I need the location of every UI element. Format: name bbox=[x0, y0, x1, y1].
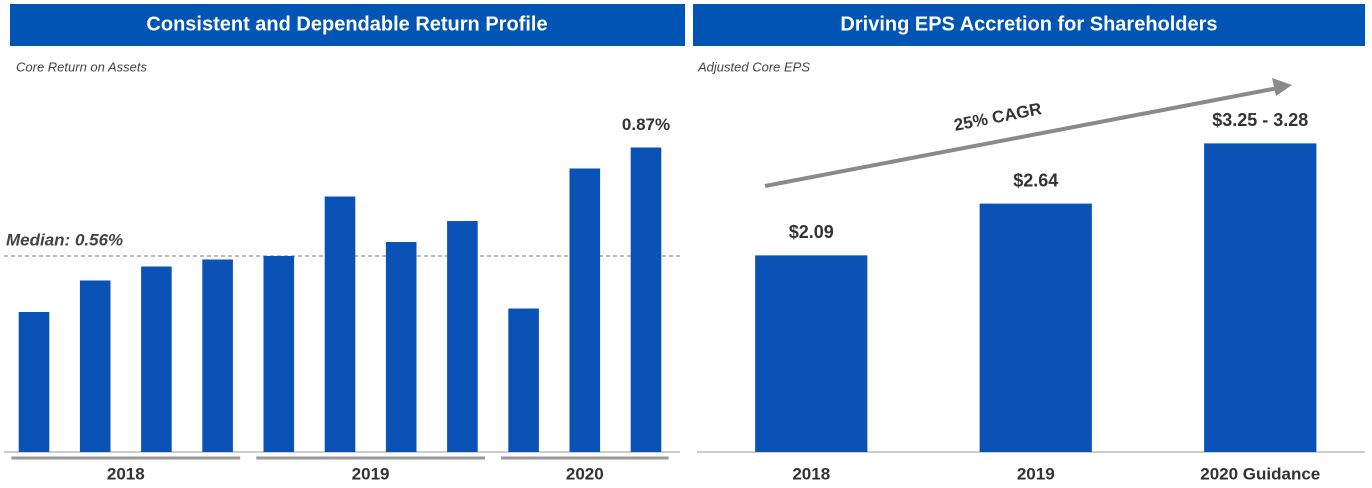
cagr-arrow bbox=[764, 86, 1279, 188]
bar bbox=[79, 280, 111, 452]
group-label: 2018 bbox=[107, 464, 145, 483]
right-title: Driving EPS Accretion for Shareholders bbox=[840, 13, 1217, 35]
x-tick-label: 2019 bbox=[1017, 464, 1055, 483]
cagr-label: 25% CAGR bbox=[952, 99, 1043, 135]
group-label: 2020 bbox=[566, 464, 604, 483]
bar bbox=[630, 147, 662, 452]
bar bbox=[385, 242, 417, 452]
bar bbox=[979, 203, 1092, 452]
bar bbox=[569, 168, 601, 452]
value-label: $2.64 bbox=[1013, 170, 1058, 190]
bar bbox=[141, 266, 172, 452]
x-tick-label: 2018 bbox=[792, 464, 830, 483]
bar bbox=[1204, 143, 1317, 453]
left-subtitle: Core Return on Assets bbox=[16, 59, 148, 74]
bar bbox=[18, 312, 50, 452]
x-tick-label: 2020 Guidance bbox=[1200, 464, 1320, 483]
bar bbox=[447, 221, 478, 452]
right-subtitle: Adjusted Core EPS bbox=[697, 59, 810, 74]
bar bbox=[263, 256, 295, 452]
left-title: Consistent and Dependable Return Profile bbox=[146, 13, 547, 35]
bar bbox=[324, 196, 356, 452]
value-label: 0.87% bbox=[622, 115, 670, 134]
bar bbox=[755, 255, 868, 452]
bar bbox=[202, 259, 233, 452]
median-label: Median: 0.56% bbox=[6, 230, 123, 249]
cagr-arrowhead bbox=[1272, 78, 1292, 96]
value-label: $2.09 bbox=[789, 222, 834, 242]
bar bbox=[508, 308, 539, 452]
value-label: $3.25 - 3.28 bbox=[1212, 110, 1308, 130]
left-banner bbox=[10, 4, 685, 46]
right-banner bbox=[693, 4, 1365, 46]
group-label: 2019 bbox=[352, 464, 390, 483]
